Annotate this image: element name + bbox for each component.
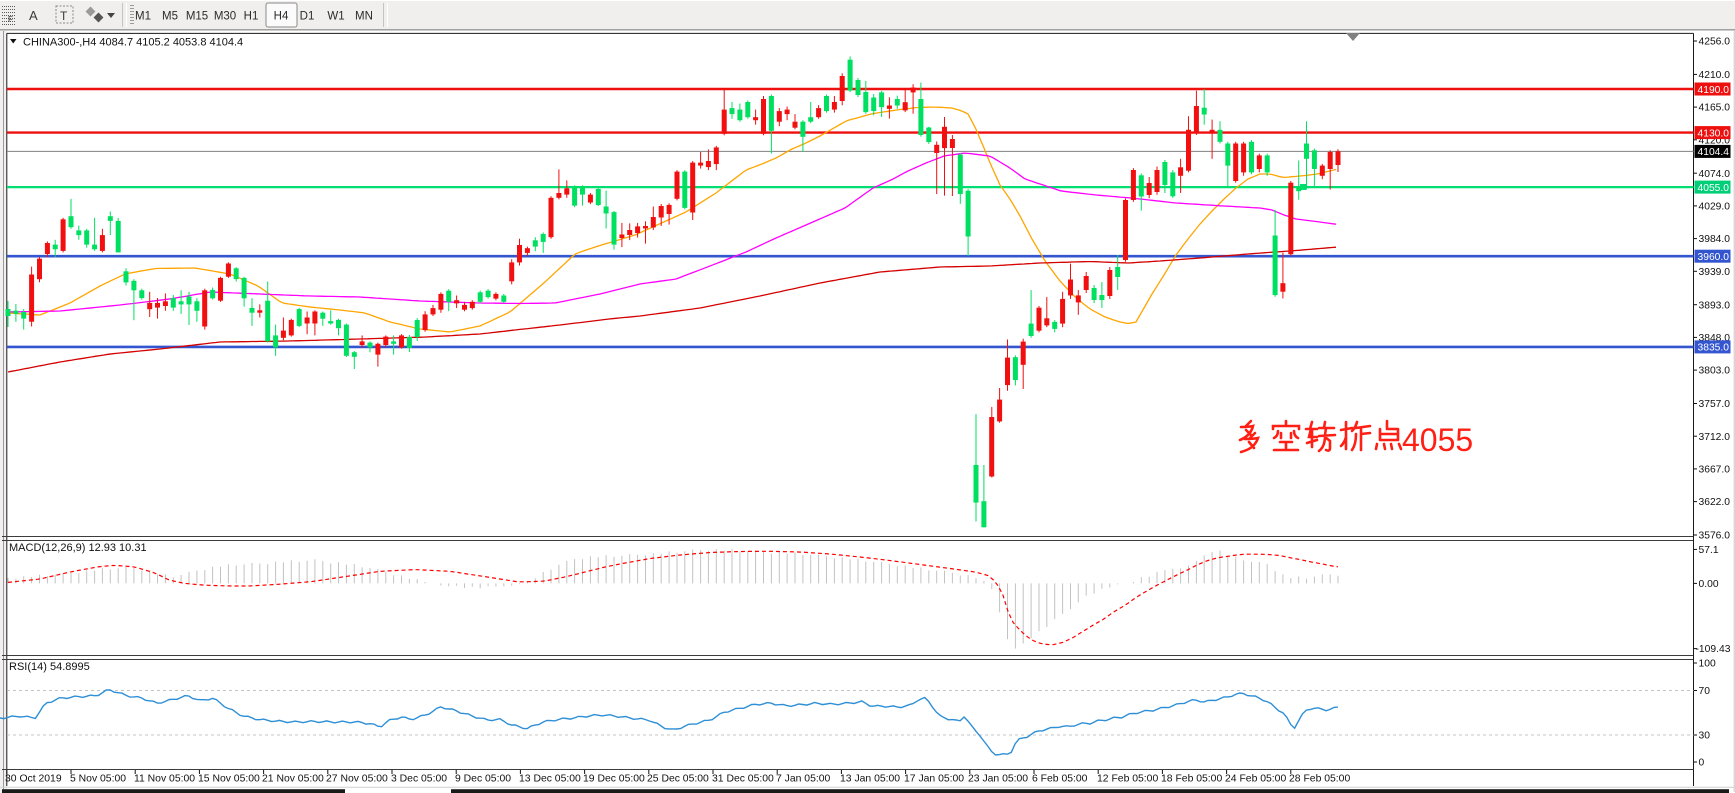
svg-text:3984.0: 3984.0 xyxy=(1699,234,1731,245)
svg-text:4210.0: 4210.0 xyxy=(1699,70,1731,81)
svg-text:3576.0: 3576.0 xyxy=(1699,531,1731,542)
svg-text:4190.0: 4190.0 xyxy=(1698,85,1730,96)
svg-text:31 Dec 05:00: 31 Dec 05:00 xyxy=(712,774,774,785)
svg-text:7 Jan 05:00: 7 Jan 05:00 xyxy=(776,774,831,785)
svg-text:13 Dec 05:00: 13 Dec 05:00 xyxy=(519,774,581,785)
svg-text:M5: M5 xyxy=(162,11,178,23)
svg-text:30: 30 xyxy=(1699,731,1711,742)
svg-text:6 Feb 05:00: 6 Feb 05:00 xyxy=(1032,774,1088,785)
svg-text:3835.0: 3835.0 xyxy=(1698,343,1730,354)
svg-text:F: F xyxy=(8,15,13,24)
svg-text:0: 0 xyxy=(1699,758,1705,769)
svg-text:3960.0: 3960.0 xyxy=(1698,252,1730,263)
svg-text:18 Feb 05:00: 18 Feb 05:00 xyxy=(1161,774,1222,785)
svg-text:A: A xyxy=(29,8,38,23)
svg-text:30 Oct 2019: 30 Oct 2019 xyxy=(5,774,62,785)
svg-text:3803.0: 3803.0 xyxy=(1699,366,1731,377)
svg-text:H1: H1 xyxy=(244,11,259,23)
svg-text:-109.43: -109.43 xyxy=(1696,644,1731,655)
svg-text:100: 100 xyxy=(1699,659,1716,670)
svg-text:5 Nov 05:00: 5 Nov 05:00 xyxy=(70,774,126,785)
svg-text:23 Jan 05:00: 23 Jan 05:00 xyxy=(968,774,1028,785)
svg-text:24 Feb 05:00: 24 Feb 05:00 xyxy=(1225,774,1286,785)
svg-text:CHINA300-,H4 4084.7 4105.2 40: CHINA300-,H4 4084.7 4105.2 4053.8 4104.4 xyxy=(23,36,243,48)
svg-text:19 Dec 05:00: 19 Dec 05:00 xyxy=(583,774,645,785)
svg-text:3712.0: 3712.0 xyxy=(1699,432,1731,443)
svg-text:3622.0: 3622.0 xyxy=(1699,497,1731,508)
svg-text:3848.0: 3848.0 xyxy=(1699,333,1731,344)
svg-text:T: T xyxy=(60,9,68,23)
svg-text:11 Nov 05:00: 11 Nov 05:00 xyxy=(134,774,195,785)
svg-text:H4: H4 xyxy=(274,11,289,23)
svg-text:0.00: 0.00 xyxy=(1699,579,1719,590)
svg-text:3757.0: 3757.0 xyxy=(1699,399,1731,410)
svg-text:4074.0: 4074.0 xyxy=(1699,169,1731,180)
svg-text:12 Feb 05:00: 12 Feb 05:00 xyxy=(1097,774,1158,785)
svg-text:57.1: 57.1 xyxy=(1699,545,1719,556)
svg-text:M1: M1 xyxy=(135,11,151,23)
svg-text:4055: 4055 xyxy=(1402,422,1473,458)
svg-text:28 Feb 05:00: 28 Feb 05:00 xyxy=(1289,774,1350,785)
svg-text:4104.4: 4104.4 xyxy=(1698,147,1730,158)
svg-text:3939.0: 3939.0 xyxy=(1699,267,1731,278)
svg-text:4165.0: 4165.0 xyxy=(1699,103,1731,114)
svg-text:MACD(12,26,9) 12.93 10.31: MACD(12,26,9) 12.93 10.31 xyxy=(9,542,147,554)
svg-text:3893.0: 3893.0 xyxy=(1699,300,1731,311)
svg-text:17 Jan 05:00: 17 Jan 05:00 xyxy=(904,774,964,785)
svg-text:MN: MN xyxy=(355,11,373,23)
svg-text:9 Dec 05:00: 9 Dec 05:00 xyxy=(455,774,511,785)
svg-text:RSI(14) 54.8995: RSI(14) 54.8995 xyxy=(9,661,90,673)
svg-text:13 Jan 05:00: 13 Jan 05:00 xyxy=(840,774,900,785)
svg-text:4120.0: 4120.0 xyxy=(1699,135,1731,146)
svg-text:D1: D1 xyxy=(300,11,315,23)
svg-text:4256.0: 4256.0 xyxy=(1699,37,1731,48)
svg-text:4029.0: 4029.0 xyxy=(1699,202,1731,213)
svg-text:W1: W1 xyxy=(327,11,344,23)
svg-text:M30: M30 xyxy=(214,11,236,23)
svg-text:M15: M15 xyxy=(186,11,208,23)
svg-text:25 Dec 05:00: 25 Dec 05:00 xyxy=(647,774,709,785)
svg-text:4130.0: 4130.0 xyxy=(1698,128,1730,139)
svg-text:70: 70 xyxy=(1699,686,1711,697)
svg-text:15 Nov 05:00: 15 Nov 05:00 xyxy=(198,774,260,785)
svg-text:21 Nov 05:00: 21 Nov 05:00 xyxy=(262,774,324,785)
svg-text:3 Dec 05:00: 3 Dec 05:00 xyxy=(391,774,447,785)
svg-text:4055.0: 4055.0 xyxy=(1698,183,1730,194)
svg-text:27 Nov 05:00: 27 Nov 05:00 xyxy=(326,774,388,785)
svg-text:3667.0: 3667.0 xyxy=(1699,465,1731,476)
